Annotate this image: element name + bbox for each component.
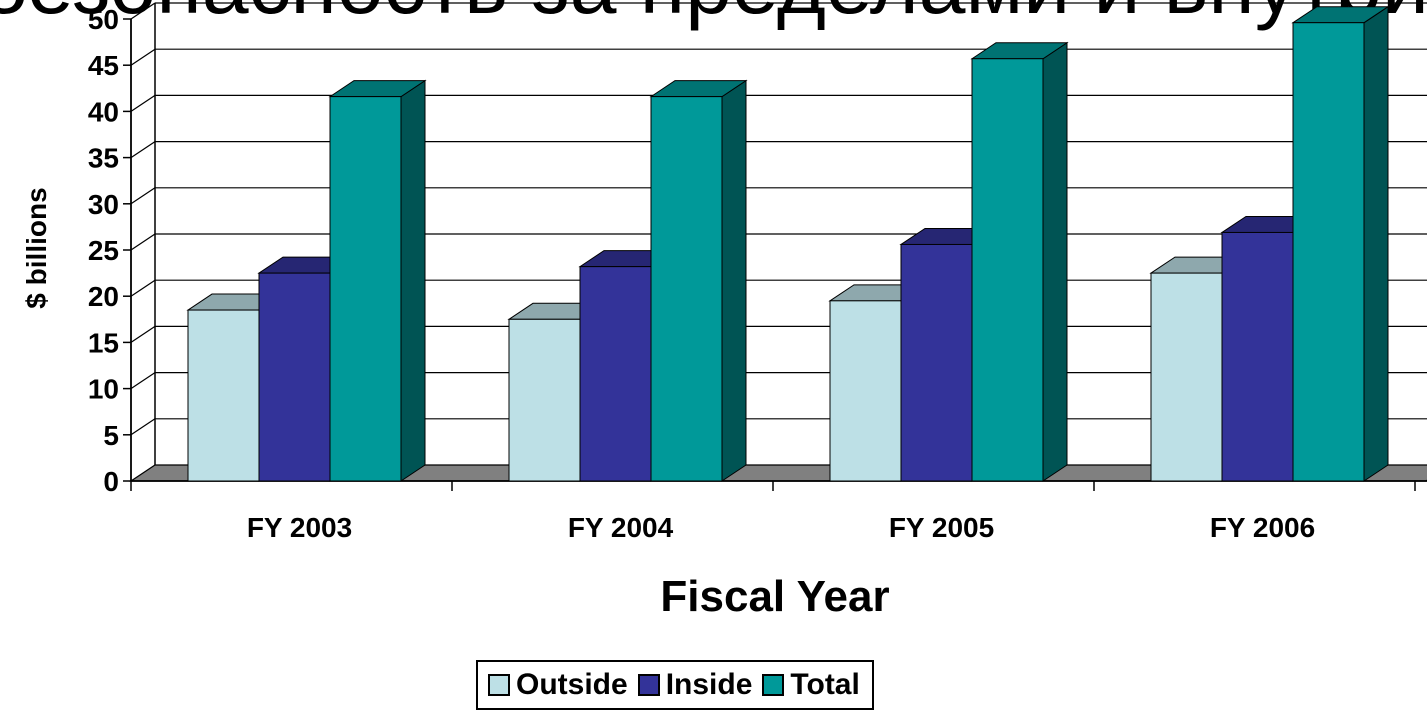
gridline-diagonal [130,94,156,112]
bar-front [508,318,581,482]
y-tick-label: 10 [88,374,119,405]
bar-front [829,300,902,482]
x-tick-label: FY 2004 [568,512,674,543]
gridline-diagonal [130,372,156,390]
bar-front [1150,272,1223,482]
y-tick-label: 35 [88,143,119,174]
bar-total [328,79,427,482]
bar-total [649,79,748,482]
legend-item-total: Total [762,668,860,702]
bar-front [1221,231,1294,482]
y-tick-label: 0 [103,466,119,497]
legend-swatch-total [762,674,785,696]
legend-label-outside: Outside [516,668,628,701]
bar-side [721,79,747,482]
gridline-diagonal [130,279,156,297]
y-axis-label: $ billions [21,187,52,309]
legend-label-inside: Inside [665,668,753,701]
bars [186,5,1390,482]
bar-total [970,41,1069,482]
legend-swatch-inside [637,674,660,696]
y-tick-label: 30 [88,189,119,220]
x-tick-label: FY 2003 [247,512,352,543]
y-tick-label: 5 [103,420,119,451]
bar-side [1042,41,1068,482]
y-tick-label: 40 [88,96,119,127]
bar-total [1291,5,1390,482]
axes: 0 5 10 15 20 25 30 35 40 45 50 FY 2003 FY 2004 FY 200… [88,4,1427,543]
gridline-diagonal [130,418,156,436]
bar-front [900,243,973,482]
bar-side [400,79,426,482]
bar-side [1363,5,1389,482]
legend: Outside Inside Total [476,660,874,710]
legend-swatch-outside [488,674,510,696]
bar-front [329,96,402,482]
y-tick-label: 20 [88,281,119,312]
gridline-diagonal [130,187,156,205]
gridline-diagonal [130,141,156,159]
gridline-diagonal [130,48,156,66]
bar-front [1292,22,1365,482]
legend-item-outside: Outside [488,668,628,702]
y-tick-label: 15 [88,327,119,358]
x-tick-label: FY 2005 [889,512,994,543]
gridline-diagonal [130,325,156,343]
legend-label-total: Total [790,668,860,701]
bar-front [187,309,260,482]
bar-front [971,58,1044,482]
x-tick-label: FY 2006 [1210,512,1315,543]
chart-title: безопасность за пределами и внутри [0,0,1427,26]
gridline-diagonal [130,2,156,20]
x-axis-label: Fiscal Year [660,572,890,621]
bar-front [258,272,331,482]
bar-front [579,266,652,482]
gridline-diagonal [130,233,156,251]
y-tick-label: 45 [88,50,119,81]
y-tick-label: 50 [88,4,119,35]
y-tick-label: 25 [88,235,119,266]
bar-front [650,96,723,482]
legend-item-inside: Inside [637,668,753,702]
